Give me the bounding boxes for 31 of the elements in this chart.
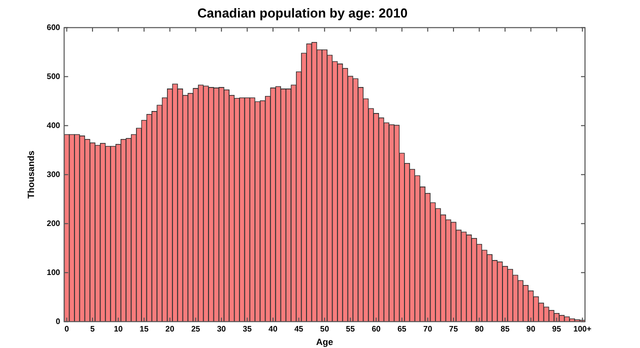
- x-tick-label: 30: [216, 324, 226, 334]
- x-tick-label: 75: [449, 324, 458, 334]
- chart-title: Canadian population by age: 2010: [197, 5, 408, 20]
- x-tick-label: 70: [423, 324, 433, 334]
- x-tick-label: 45: [294, 324, 304, 334]
- x-tick-label: 40: [268, 324, 278, 334]
- y-axis-title: Thousands: [26, 150, 36, 199]
- x-tick-label: 0: [64, 324, 70, 334]
- x-tick-label: 100+: [573, 324, 592, 334]
- x-axis-title: Age: [316, 337, 334, 348]
- y-tick-label: 600: [46, 22, 61, 32]
- y-tick-label: 400: [46, 120, 61, 130]
- x-tick-label: 60: [372, 324, 382, 334]
- x-tick-label: 5: [90, 324, 96, 334]
- x-tick-label: 65: [397, 324, 407, 334]
- y-tick-label: 200: [46, 218, 61, 228]
- y-tick-label: 100: [46, 268, 61, 277]
- x-tick-label: 35: [242, 324, 252, 334]
- x-tick-label: 50: [320, 324, 330, 334]
- x-tick-label: 20: [165, 324, 175, 334]
- x-tick-label: 10: [114, 324, 124, 334]
- y-tick-label: 0: [56, 316, 61, 326]
- x-tick-label: 95: [552, 324, 562, 334]
- x-tick-label: 85: [500, 324, 510, 334]
- x-tick-label: 15: [140, 324, 150, 334]
- x-tick-label: 25: [191, 324, 201, 334]
- x-tick-label: 90: [526, 324, 536, 334]
- x-tick-label: 55: [346, 324, 356, 334]
- y-tick-label: 500: [46, 72, 61, 81]
- y-tick-label: 300: [46, 170, 61, 179]
- x-tick-label: 80: [474, 324, 484, 334]
